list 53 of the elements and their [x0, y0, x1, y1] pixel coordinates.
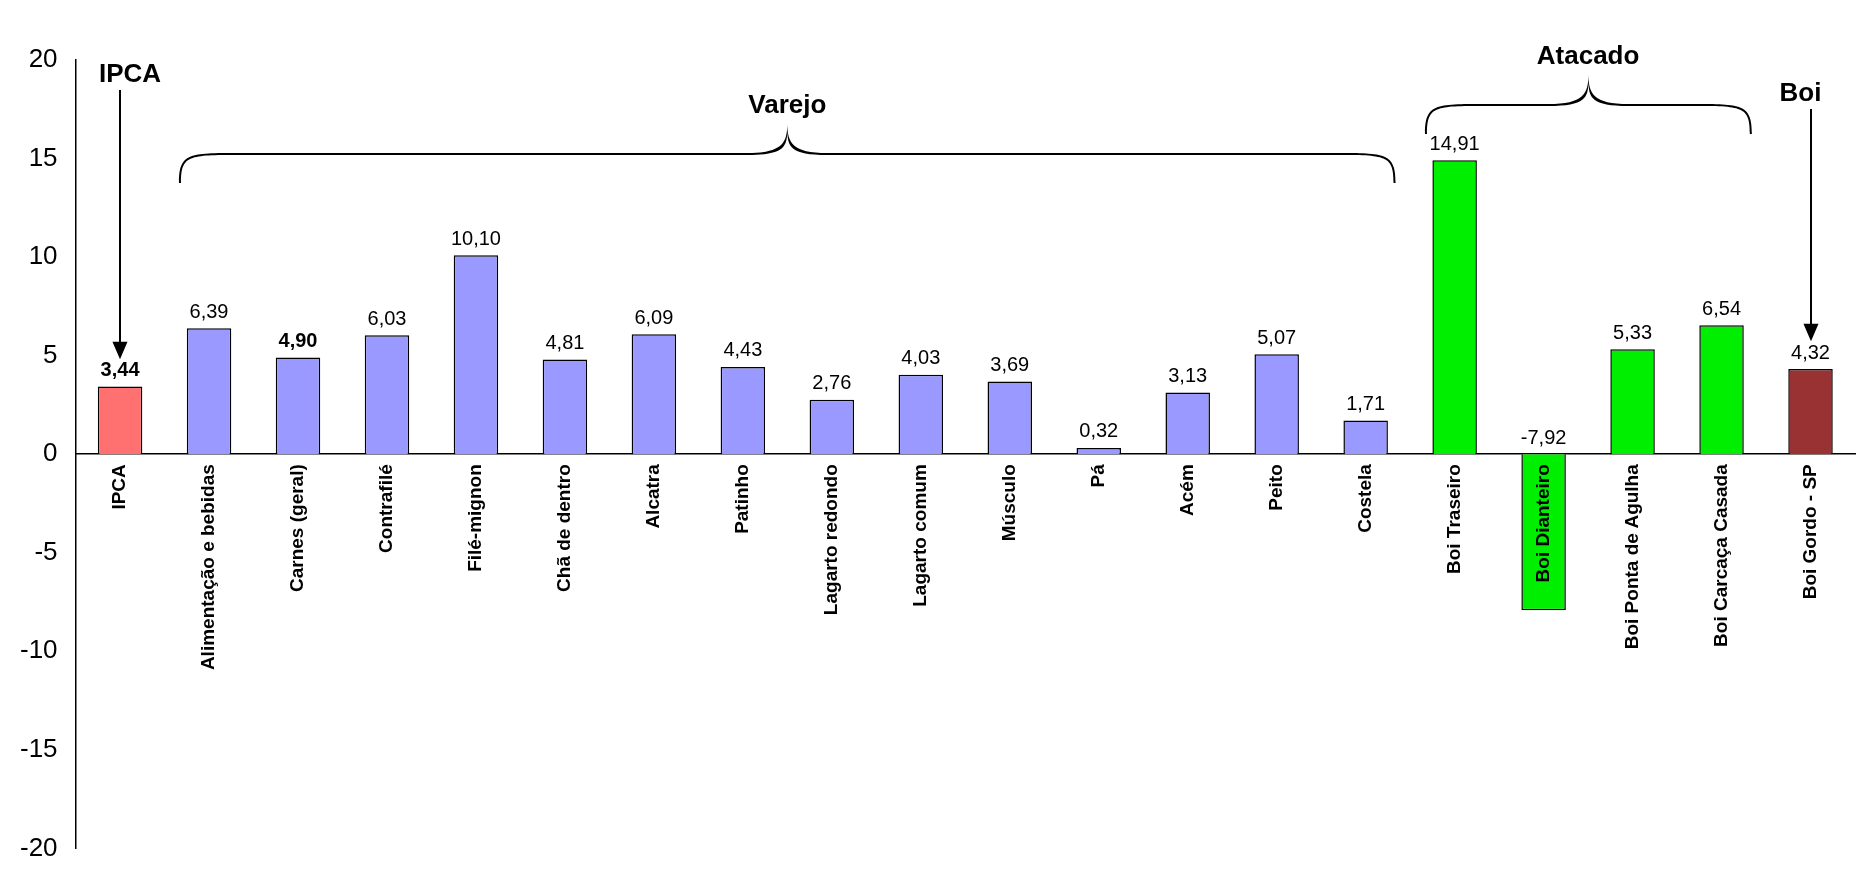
y-tick-label: 20 — [28, 43, 58, 74]
data-label: 2,76 — [812, 371, 852, 394]
annotation: IPCA — [99, 57, 162, 88]
data-label: 10,10 — [450, 226, 501, 249]
data-label: 4,03 — [901, 346, 941, 369]
x-tick-label: Lagarto comum — [909, 464, 931, 607]
x-tick-label: Boi Ponta de Agulha — [1620, 463, 1642, 650]
data-label: -7,92 — [1520, 425, 1567, 448]
x-tick-label: Costela — [1353, 463, 1375, 533]
x-tick-label: Contrafilé — [375, 464, 397, 553]
x-tick-label: Patinho — [731, 464, 753, 534]
data-label: 0,32 — [1079, 419, 1119, 442]
x-tick-label: Boi Traseiro — [1442, 464, 1464, 575]
x-tick-label: Filé-mignon — [464, 464, 486, 572]
x-tick-label: Alimentação e bebidas — [197, 464, 219, 671]
annotation: Varejo — [748, 89, 827, 120]
y-tick-label: 5 — [43, 338, 58, 369]
x-tick-label: Alcatra — [642, 463, 664, 529]
data-label: 4,90 — [278, 329, 318, 352]
annotation: Boi — [1779, 77, 1822, 108]
y-tick-label: -10 — [20, 634, 58, 665]
data-label: 4,43 — [723, 338, 763, 361]
data-label: 3,13 — [1168, 364, 1208, 387]
data-label: 1,71 — [1346, 392, 1386, 415]
x-tick-label: Boi Carcaça Casada — [1709, 463, 1731, 647]
x-tick-label: Pá — [1086, 463, 1108, 488]
y-tick-label: -5 — [34, 535, 58, 566]
data-label: 6,54 — [1702, 296, 1742, 319]
y-tick-label: -15 — [20, 733, 58, 764]
data-label: 6,03 — [367, 306, 407, 329]
x-tick-label: Boi Gordo - SP — [1798, 463, 1820, 600]
y-tick-label: 10 — [28, 240, 58, 271]
data-label: 5,33 — [1613, 320, 1653, 343]
data-label: 4,81 — [545, 330, 585, 353]
data-label: 5,07 — [1257, 325, 1297, 348]
x-tick-label: Músculo — [998, 464, 1020, 542]
x-tick-label: Peito — [1264, 464, 1286, 511]
data-label: 3,44 — [100, 357, 141, 380]
x-tick-label: Lagarto redondo — [820, 464, 842, 616]
x-tick-label: IPCA — [108, 463, 130, 510]
data-label: 14,91 — [1429, 131, 1480, 154]
y-tick-label: -20 — [20, 831, 58, 862]
data-label: 6,39 — [189, 299, 229, 322]
data-label: 3,69 — [990, 352, 1030, 375]
x-tick-label: Carnes (geral) — [286, 464, 308, 592]
data-label: 4,32 — [1791, 340, 1830, 363]
y-tick-label: 0 — [43, 437, 58, 468]
x-tick-label: Acém — [1175, 464, 1197, 516]
annotation: Atacado — [1536, 39, 1640, 70]
x-tick-label: Chã de dentro — [553, 464, 575, 592]
y-tick-label: 15 — [28, 141, 58, 172]
x-tick-label: Boi Dianteiro — [1531, 464, 1553, 583]
data-label: 6,09 — [634, 305, 674, 328]
